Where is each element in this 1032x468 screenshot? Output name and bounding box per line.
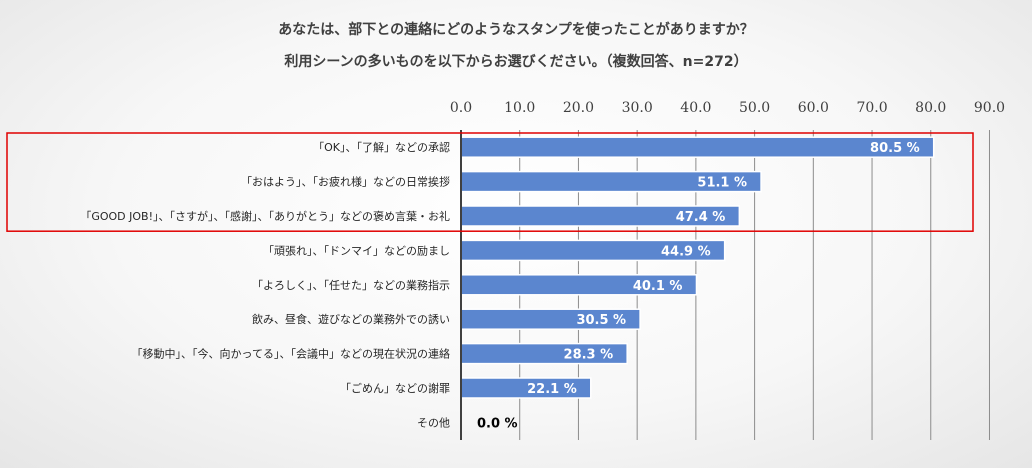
category-label: 「よろしく」、「任せた」などの業務指示 [252, 278, 450, 292]
value-label: 51.1 % [697, 176, 747, 191]
bar [460, 136, 935, 158]
category-label: 「OK」、「了解」などの承認 [313, 140, 450, 154]
category-label: 「移動中」、「今、向かってる」、「会議中」などの現在状況の連絡 [132, 347, 450, 361]
x-tick-label: 10.0 [504, 100, 535, 116]
value-label: 22.1 % [527, 382, 577, 397]
x-tick-label: 60.0 [798, 100, 829, 116]
x-tick-label: 40.0 [680, 100, 711, 116]
x-tick-label: 20.0 [563, 100, 594, 116]
value-label: 40.1 % [633, 279, 683, 294]
chart-title: あなたは、部下との連絡にどのようなスタンプを使ったことがありますか？ [278, 22, 754, 38]
category-label: その他 [417, 416, 450, 429]
x-tick-label: 70.0 [856, 100, 887, 116]
category-label: 飲み、昼食、遊びなどの業務外での誘い [252, 312, 450, 326]
x-tick-label: 0.0 [450, 100, 472, 116]
value-label: 80.5 % [870, 141, 920, 156]
x-tick-label: 30.0 [622, 100, 653, 116]
value-label: 0.0 % [477, 416, 518, 431]
x-tick-label: 80.0 [915, 100, 946, 116]
value-label: 28.3 % [564, 348, 614, 363]
chart-subtitle: 利用シーンの多いものを以下からお選びください。（複数回答、n=272） [284, 54, 748, 70]
category-label: 「頑張れ」、「ドンマイ」などの励まし [263, 244, 450, 257]
highlight-box [6, 132, 974, 232]
category-label: 「おはよう」、「お疲れ様」などの日常挨拶 [241, 175, 450, 189]
category-label: 「GOOD JOB!」、「さすが」、「感謝」、「ありがとう」などの褒め言葉・お礼 [80, 209, 450, 223]
value-label: 47.4 % [676, 210, 726, 225]
x-tick-label: 90.0 [974, 100, 1005, 116]
value-label: 30.5 % [576, 313, 626, 328]
value-label: 44.9 % [661, 244, 711, 259]
category-label: 「ごめん」などの謝罪 [340, 381, 450, 395]
x-tick-label: 50.0 [739, 100, 770, 116]
